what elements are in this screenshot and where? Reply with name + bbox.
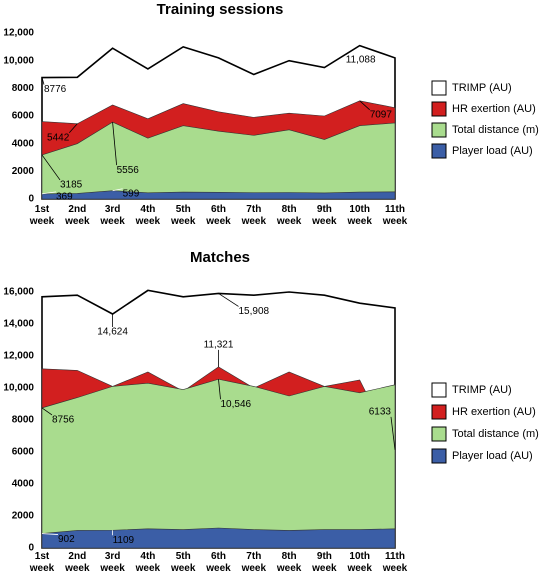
x-tick-label: 2nd week <box>65 204 90 227</box>
data-label: 8776 <box>44 84 67 95</box>
leader-line <box>41 533 59 535</box>
data-label: 15,908 <box>239 306 270 317</box>
x-tick-label: 5th week <box>170 204 196 227</box>
y-tick-label: 4000 <box>12 138 35 149</box>
leader-line <box>41 407 53 416</box>
y-tick-label: 0 <box>28 194 34 205</box>
legend-label: TRIMP (AU) <box>452 384 512 396</box>
y-tick-label: 14,000 <box>3 319 34 330</box>
legend-swatch <box>431 448 447 464</box>
area <box>41 121 396 200</box>
x-tick-label: 3rd week <box>100 204 125 227</box>
x-tick-label: 4th week <box>135 204 161 227</box>
leader-line <box>41 154 61 181</box>
chart-title: Training sessions <box>157 1 284 18</box>
leader-line <box>69 123 78 133</box>
y-tick-label: 10,000 <box>3 383 34 394</box>
leader-line <box>218 293 239 307</box>
y-tick-label: 6000 <box>12 447 35 458</box>
data-label: 7097 <box>370 109 393 120</box>
legend-label: TRIMP (AU) <box>452 82 512 94</box>
data-label: 8756 <box>52 415 75 426</box>
data-label: 5556 <box>117 165 140 176</box>
x-tick-label: 8th week <box>276 204 302 227</box>
data-label: 369 <box>56 192 73 203</box>
leader-line <box>112 188 123 192</box>
y-tick-label: 8000 <box>12 415 35 426</box>
x-tick-label: 6th week <box>206 551 231 574</box>
y-tick-label: 16,000 <box>3 287 34 298</box>
y-tick-label: 12,000 <box>3 351 34 362</box>
legend-swatch <box>431 122 447 138</box>
x-tick-label: 7th week <box>241 551 267 574</box>
y-tick-label: 2000 <box>12 166 35 177</box>
leader-line <box>41 191 57 195</box>
legend-swatch <box>431 426 447 442</box>
data-label: 5442 <box>47 132 70 143</box>
legend-swatch <box>431 143 447 159</box>
legend-swatch <box>431 404 447 420</box>
leader-line <box>345 45 360 55</box>
legend-label: HR exertion (AU) <box>452 103 536 115</box>
x-tick-label: 7th week <box>241 204 267 227</box>
data-label: 11,088 <box>346 54 376 65</box>
x-tick-label: 9th week <box>312 204 337 227</box>
chart-title: Matches <box>190 249 250 266</box>
leader-line <box>390 416 396 450</box>
data-label: 10,546 <box>221 399 252 410</box>
x-tick-label: 8th week <box>276 551 302 574</box>
x-tick-label: 10th week <box>347 204 372 227</box>
data-label: 11,321 <box>204 340 234 351</box>
x-tick-label: 11th week <box>382 204 408 227</box>
x-tick-label: 3rd week <box>100 551 125 574</box>
x-tick-label: 2nd week <box>65 551 90 574</box>
x-tick-label: 10th week <box>347 551 372 574</box>
leader-line <box>112 122 117 166</box>
data-label: 3185 <box>60 180 83 191</box>
x-tick-label: 5th week <box>170 551 196 574</box>
legend-label: Player load (AU) <box>452 450 533 462</box>
legend-label: Total distance (m) <box>452 124 539 136</box>
legend-label: HR exertion (AU) <box>452 406 536 418</box>
x-tick-label: 6th week <box>206 204 231 227</box>
data-label: 6133 <box>369 407 392 418</box>
data-label: 14,624 <box>97 327 128 338</box>
area <box>41 378 396 549</box>
x-tick-label: 4th week <box>135 551 161 574</box>
x-tick-label: 9th week <box>312 551 337 574</box>
y-tick-label: 12,000 <box>3 28 34 39</box>
legend-label: Player load (AU) <box>452 145 533 157</box>
data-label: 902 <box>58 534 75 545</box>
x-tick-label: 1st week <box>29 551 55 574</box>
leader-line <box>41 77 45 85</box>
x-tick-label: 1st week <box>29 204 55 227</box>
y-tick-label: 10,000 <box>3 55 34 66</box>
area <box>41 527 396 549</box>
area <box>41 190 396 200</box>
legend-swatch <box>431 382 447 398</box>
data-label: 599 <box>123 188 140 199</box>
legend-label: Total distance (m) <box>452 428 539 440</box>
y-tick-label: 8000 <box>12 83 35 94</box>
x-tick-label: 11th week <box>382 551 408 574</box>
y-tick-label: 6000 <box>12 111 35 122</box>
y-tick-label: 2000 <box>12 511 35 522</box>
data-label: 1109 <box>113 535 135 546</box>
legend-swatch <box>431 80 447 96</box>
legend-swatch <box>431 101 447 117</box>
leader-line <box>359 100 370 111</box>
y-tick-label: 0 <box>28 543 34 554</box>
y-tick-label: 4000 <box>12 479 35 490</box>
leader-line <box>218 379 221 400</box>
